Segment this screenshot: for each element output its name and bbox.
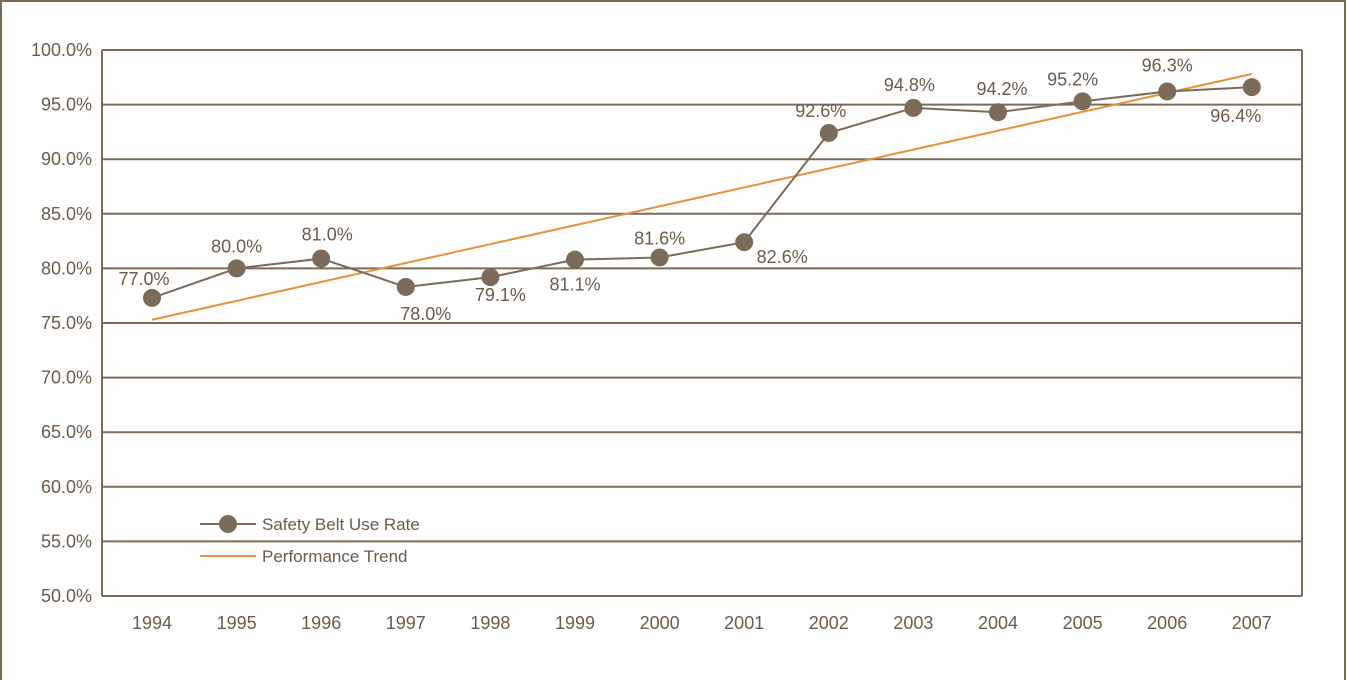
series-group — [143, 78, 1261, 307]
legend-series-label: Safety Belt Use Rate — [262, 515, 420, 534]
x-tick-label: 1997 — [386, 613, 426, 633]
y-tick-label: 65.0% — [41, 422, 92, 442]
grid-lines — [101, 49, 1303, 597]
legend-trend-label: Performance Trend — [262, 547, 408, 566]
data-label: 96.4% — [1210, 106, 1261, 126]
data-point — [312, 249, 331, 268]
x-tick-label: 2000 — [640, 613, 680, 633]
legend-series-marker — [219, 515, 237, 533]
data-point — [227, 259, 246, 278]
x-tick-label: 2003 — [893, 613, 933, 633]
x-tick-label: 1995 — [217, 613, 257, 633]
x-tick-label: 2006 — [1147, 613, 1187, 633]
data-label: 94.2% — [976, 79, 1027, 99]
x-axis: 1994 1995 1996 1997 1998 1999 2000 2001 2002 2003… — [132, 613, 1272, 633]
data-label: 77.0% — [118, 269, 169, 289]
data-point — [735, 233, 754, 252]
y-tick-label: 90.0% — [41, 149, 92, 169]
y-axis: 50.0% 55.0% 60.0% 65.0% 70.0% 75.0% 80.0% 85.0%… — [31, 40, 92, 606]
data-point — [143, 288, 161, 307]
data-label: 82.6% — [757, 247, 808, 267]
data-label: 95.2% — [1047, 69, 1098, 89]
trend-line — [151, 73, 1253, 321]
data-point — [904, 98, 923, 117]
data-labels: 77.0% 80.0% 81.0% 78.0% 79.1% 81.1% 81.6% 82.6%… — [118, 55, 1261, 323]
y-tick-label: 60.0% — [41, 477, 92, 497]
y-tick-label: 75.0% — [41, 313, 92, 333]
data-label: 79.1% — [475, 285, 526, 305]
x-tick-label: 1996 — [301, 613, 341, 633]
data-label: 81.0% — [302, 225, 353, 245]
data-point — [1073, 92, 1092, 111]
y-tick-label: 100.0% — [31, 40, 92, 60]
y-tick-label: 85.0% — [41, 204, 92, 224]
data-label: 81.6% — [634, 228, 685, 248]
y-tick-label: 80.0% — [41, 258, 92, 278]
data-point — [1242, 78, 1261, 97]
data-label: 96.3% — [1142, 55, 1193, 75]
x-tick-label: 2002 — [809, 613, 849, 633]
y-tick-label: 55.0% — [41, 531, 92, 551]
data-point — [989, 103, 1007, 122]
x-tick-label: 2005 — [1063, 613, 1103, 633]
y-tick-label: 70.0% — [41, 368, 92, 388]
data-point — [396, 277, 415, 296]
x-tick-label: 2007 — [1232, 613, 1272, 633]
data-label: 81.1% — [549, 275, 600, 295]
x-tick-label: 2004 — [978, 613, 1018, 633]
data-label: 92.6% — [795, 101, 846, 121]
data-point — [819, 123, 838, 142]
data-point — [566, 250, 584, 269]
data-label: 78.0% — [400, 304, 451, 324]
x-tick-label: 1994 — [132, 613, 172, 633]
legend: Safety Belt Use Rate Performance Trend — [200, 515, 420, 566]
x-tick-label: 2001 — [724, 613, 764, 633]
data-point — [481, 268, 500, 287]
data-label: 94.8% — [884, 75, 935, 95]
y-tick-label: 95.0% — [41, 95, 92, 115]
series-line — [151, 86, 1252, 299]
data-label: 80.0% — [211, 236, 262, 256]
x-tick-label: 1999 — [555, 613, 595, 633]
data-point — [1158, 82, 1177, 101]
trend-line-group — [151, 73, 1253, 321]
y-tick-label: 50.0% — [41, 586, 92, 606]
data-point — [650, 248, 669, 267]
x-tick-label: 1998 — [470, 613, 510, 633]
